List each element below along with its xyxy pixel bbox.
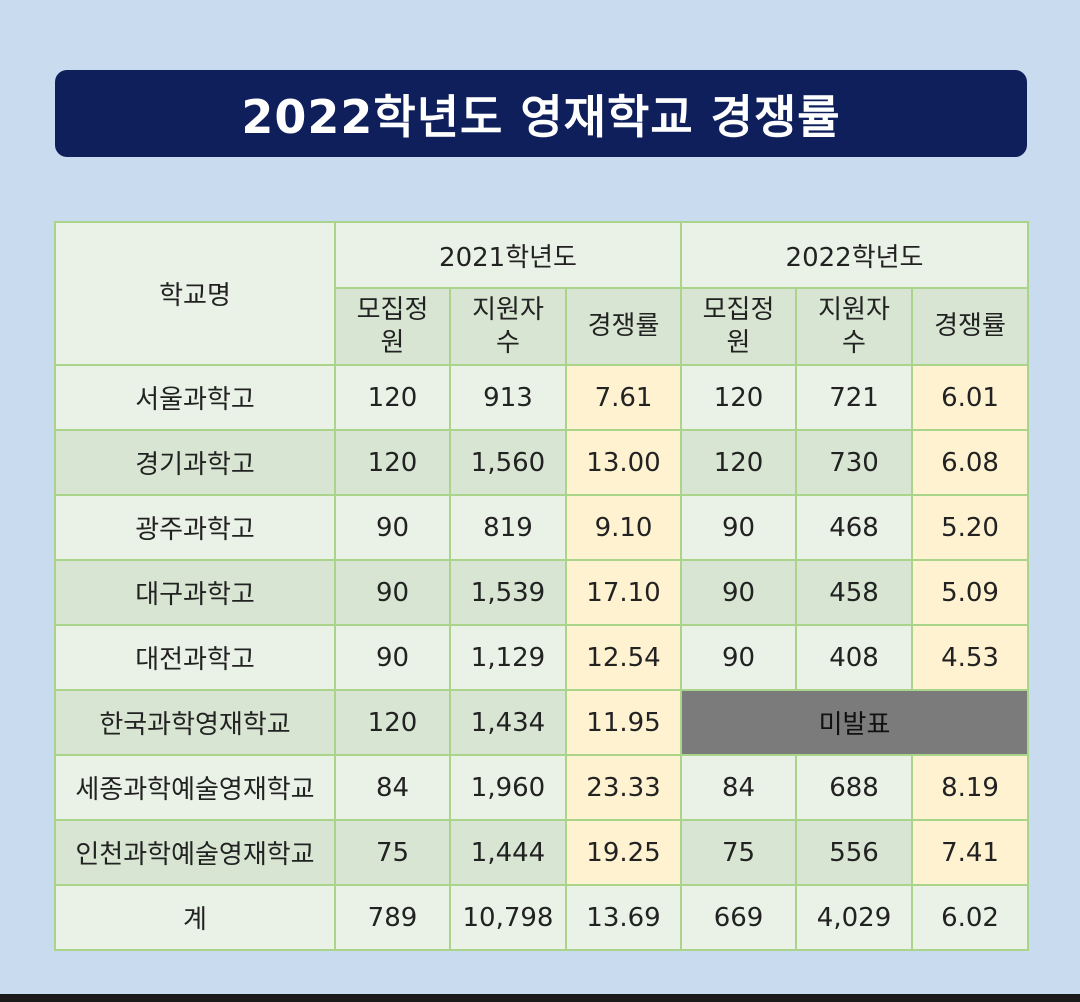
total-rate-2021: 13.69 <box>564 884 683 951</box>
total-quota-2022: 669 <box>680 884 798 951</box>
applicants-2022: 408 <box>795 624 914 691</box>
total-rate-2022: 6.02 <box>911 884 1030 951</box>
school-name-header: 학교명 <box>54 221 336 366</box>
table-row: 경기과학고 120 1,560 13.00 120 730 6.08 <box>54 429 1030 496</box>
rate-2021-header: 경쟁률 <box>564 287 683 366</box>
total-applicants-2021: 10,798 <box>449 884 567 951</box>
quota-2021: 90 <box>334 624 451 691</box>
table-row: 한국과학영재학교 120 1,434 11.95 미발표 <box>54 689 1030 756</box>
school-name: 경기과학고 <box>54 429 336 496</box>
applicants-2022: 468 <box>795 494 914 561</box>
competition-rate-table: 학교명 2021학년도 2022학년도 모집정 원 지원자 수 경쟁률 모집정 원 지… <box>54 221 1030 951</box>
quota-2022: 84 <box>680 754 798 821</box>
quota-2022: 120 <box>680 429 798 496</box>
quota-2021-header: 모집정 원 <box>334 287 451 366</box>
rate-2021: 19.25 <box>564 819 683 886</box>
rate-2021: 23.33 <box>564 754 683 821</box>
applicants-2021: 1,434 <box>449 689 567 756</box>
school-name: 대구과학고 <box>54 559 336 626</box>
quota-2021: 84 <box>334 754 451 821</box>
quota-2021: 120 <box>334 689 451 756</box>
page-title: 2022학년도 영재학교 경쟁률 <box>241 89 841 144</box>
applicants-2022: 688 <box>795 754 914 821</box>
quota-2021: 75 <box>334 819 451 886</box>
applicants-2021: 1,129 <box>449 624 567 691</box>
quota-2022: 75 <box>680 819 798 886</box>
quota-2021: 90 <box>334 494 451 561</box>
applicants-2021: 819 <box>449 494 567 561</box>
school-name: 대전과학고 <box>54 624 336 691</box>
rate-2021: 9.10 <box>564 494 683 561</box>
applicants-2022: 721 <box>795 364 914 431</box>
rate-2021: 13.00 <box>564 429 683 496</box>
school-name: 광주과학고 <box>54 494 336 561</box>
rate-2022: 4.53 <box>911 624 1030 691</box>
table-row: 광주과학고 90 819 9.10 90 468 5.20 <box>54 494 1030 561</box>
applicants-2022: 556 <box>795 819 914 886</box>
quota-2022: 90 <box>680 494 798 561</box>
rate-2022: 8.19 <box>911 754 1030 821</box>
table-row: 세종과학예술영재학교 84 1,960 23.33 84 688 8.19 <box>54 754 1030 821</box>
applicants-2021: 1,444 <box>449 819 567 886</box>
quota-2021: 90 <box>334 559 451 626</box>
year-2021-header: 2021학년도 <box>333 221 683 289</box>
title-banner: 2022학년도 영재학교 경쟁률 <box>55 70 1027 157</box>
total-row: 계 789 10,798 13.69 669 4,029 6.02 <box>54 884 1030 951</box>
applicants-2021: 1,560 <box>449 429 567 496</box>
applicants-2022: 458 <box>795 559 914 626</box>
table-row: 서울과학고 120 913 7.61 120 721 6.01 <box>54 364 1030 431</box>
table-row: 인천과학예술영재학교 75 1,444 19.25 75 556 7.41 <box>54 819 1030 886</box>
rate-2022: 7.41 <box>911 819 1030 886</box>
quota-2022-header: 모집정 원 <box>680 287 798 366</box>
total-label: 계 <box>54 884 336 951</box>
rate-2022: 6.01 <box>911 364 1030 431</box>
school-name: 서울과학고 <box>54 364 336 431</box>
applicants-2021: 1,539 <box>449 559 567 626</box>
year-2022-header: 2022학년도 <box>680 221 1030 289</box>
rate-2022-header: 경쟁률 <box>911 287 1030 366</box>
rate-2021: 17.10 <box>564 559 683 626</box>
rate-2021: 12.54 <box>564 624 683 691</box>
applicants-2021-header: 지원자 수 <box>449 287 567 366</box>
school-name: 한국과학영재학교 <box>54 689 336 756</box>
bottom-bar <box>0 994 1080 1002</box>
applicants-2021: 913 <box>449 364 567 431</box>
rate-2022: 5.20 <box>911 494 1030 561</box>
quota-2021: 120 <box>334 364 451 431</box>
school-name: 세종과학예술영재학교 <box>54 754 336 821</box>
applicants-2021: 1,960 <box>449 754 567 821</box>
quota-2021: 120 <box>334 429 451 496</box>
unreleased-cell: 미발표 <box>680 689 1030 756</box>
quota-2022: 90 <box>680 559 798 626</box>
table-row: 대전과학고 90 1,129 12.54 90 408 4.53 <box>54 624 1030 691</box>
applicants-2022-header: 지원자 수 <box>795 287 914 366</box>
table-row: 대구과학고 90 1,539 17.10 90 458 5.09 <box>54 559 1030 626</box>
rate-2022: 5.09 <box>911 559 1030 626</box>
total-quota-2021: 789 <box>334 884 451 951</box>
quota-2022: 120 <box>680 364 798 431</box>
rate-2022: 6.08 <box>911 429 1030 496</box>
applicants-2022: 730 <box>795 429 914 496</box>
quota-2022: 90 <box>680 624 798 691</box>
rate-2021: 7.61 <box>564 364 683 431</box>
school-name: 인천과학예술영재학교 <box>54 819 336 886</box>
rate-2021: 11.95 <box>564 689 683 756</box>
total-applicants-2022: 4,029 <box>795 884 914 951</box>
